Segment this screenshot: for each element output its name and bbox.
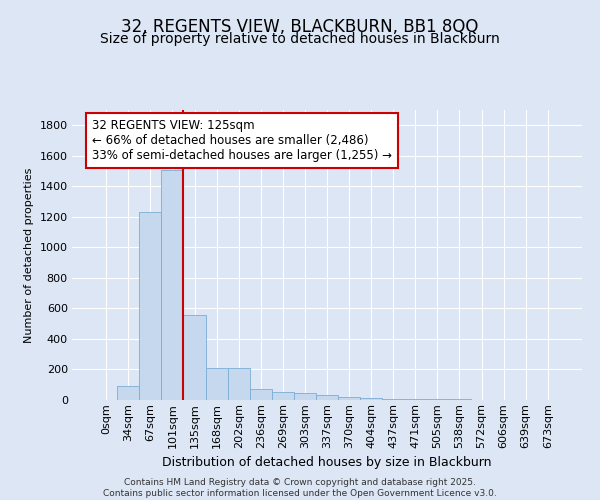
Bar [161,170,184,400]
Bar [206,368,227,400]
X-axis label: Distribution of detached houses by size in Blackburn: Distribution of detached houses by size … [162,456,492,469]
Bar [316,395,338,400]
Bar [338,396,360,400]
Text: Size of property relative to detached houses in Blackburn: Size of property relative to detached ho… [100,32,500,46]
Bar [360,398,382,400]
Bar [294,393,316,400]
Bar [227,368,250,400]
Y-axis label: Number of detached properties: Number of detached properties [24,168,34,342]
Bar [250,390,272,400]
Text: 32 REGENTS VIEW: 125sqm
← 66% of detached houses are smaller (2,486)
33% of semi: 32 REGENTS VIEW: 125sqm ← 66% of detache… [92,118,392,162]
Text: 32, REGENTS VIEW, BLACKBURN, BB1 8QQ: 32, REGENTS VIEW, BLACKBURN, BB1 8QQ [121,18,479,36]
Bar [184,314,206,400]
Bar [272,392,294,400]
Bar [117,386,139,400]
Bar [139,212,161,400]
Bar [404,399,427,400]
Bar [382,399,404,400]
Bar [427,399,448,400]
Text: Contains HM Land Registry data © Crown copyright and database right 2025.
Contai: Contains HM Land Registry data © Crown c… [103,478,497,498]
